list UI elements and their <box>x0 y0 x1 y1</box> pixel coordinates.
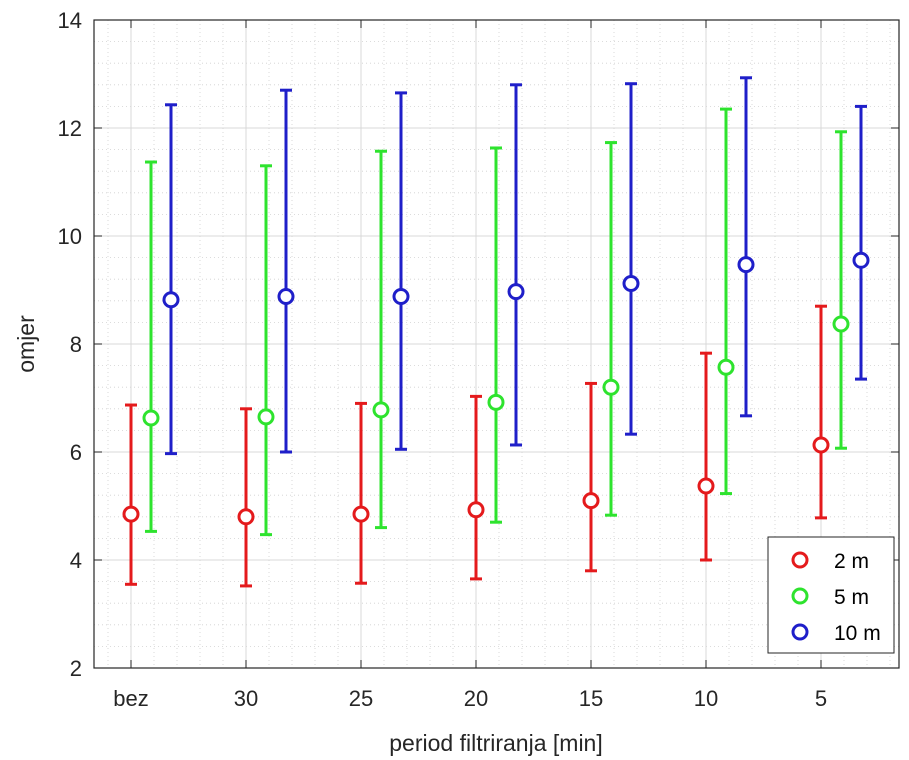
mean-marker-2m <box>352 505 370 523</box>
mean-marker-2m <box>812 436 830 454</box>
mean-marker-10m <box>507 283 525 301</box>
x-tick-label: 30 <box>234 686 258 711</box>
x-tick-labels: bez 30 25 20 15 10 5 <box>113 686 827 711</box>
x-tick-label: 20 <box>464 686 488 711</box>
mean-marker-5m <box>142 409 160 427</box>
mean-marker-2m <box>582 492 600 510</box>
y-axis-label: omjer <box>13 315 39 373</box>
legend-marker-2m <box>791 551 809 569</box>
x-tick-label: 15 <box>579 686 603 711</box>
mean-marker-10m <box>392 287 410 305</box>
mean-marker-10m <box>622 275 640 293</box>
mean-marker-10m <box>852 251 870 269</box>
mean-marker-2m <box>697 477 715 495</box>
mean-marker-5m <box>372 401 390 419</box>
mean-marker-2m <box>467 501 485 519</box>
legend-marker-5m <box>791 587 809 605</box>
series-layer <box>122 76 870 588</box>
y-tick-label: 8 <box>70 332 82 357</box>
mean-marker-5m <box>487 393 505 411</box>
y-tick-label: 4 <box>70 548 82 573</box>
y-tick-label: 10 <box>58 224 82 249</box>
x-tick-label: bez <box>113 686 148 711</box>
y-tick-labels: 2 4 6 8 10 12 14 <box>58 8 82 681</box>
mean-marker-10m <box>737 256 755 274</box>
legend-marker-10m <box>791 623 809 641</box>
mean-marker-5m <box>832 315 850 333</box>
mean-marker-10m <box>277 287 295 305</box>
mean-marker-10m <box>162 291 180 309</box>
x-tick-label: 5 <box>815 686 827 711</box>
mean-marker-5m <box>602 378 620 396</box>
x-tick-label: 25 <box>349 686 373 711</box>
x-tick-label: 10 <box>694 686 718 711</box>
mean-marker-2m <box>122 505 140 523</box>
legend: 2 m 5 m 10 m <box>767 536 895 654</box>
mean-marker-5m <box>257 408 275 426</box>
axis-ticks <box>94 19 899 669</box>
series-5m <box>142 107 850 537</box>
y-tick-label: 6 <box>70 440 82 465</box>
legend-label-2m: 2 m <box>834 550 869 573</box>
mean-marker-2m <box>237 508 255 526</box>
x-axis-label: period filtriranja [min] <box>389 730 602 756</box>
mean-marker-5m <box>717 358 735 376</box>
y-tick-label: 2 <box>70 656 82 681</box>
series-2m <box>122 304 830 588</box>
y-tick-label: 12 <box>58 116 82 141</box>
legend-box <box>767 536 895 654</box>
legend-label-5m: 5 m <box>834 586 869 609</box>
series-10m <box>162 76 870 456</box>
legend-label-10m: 10 m <box>834 622 881 645</box>
y-tick-label: 14 <box>58 8 82 33</box>
